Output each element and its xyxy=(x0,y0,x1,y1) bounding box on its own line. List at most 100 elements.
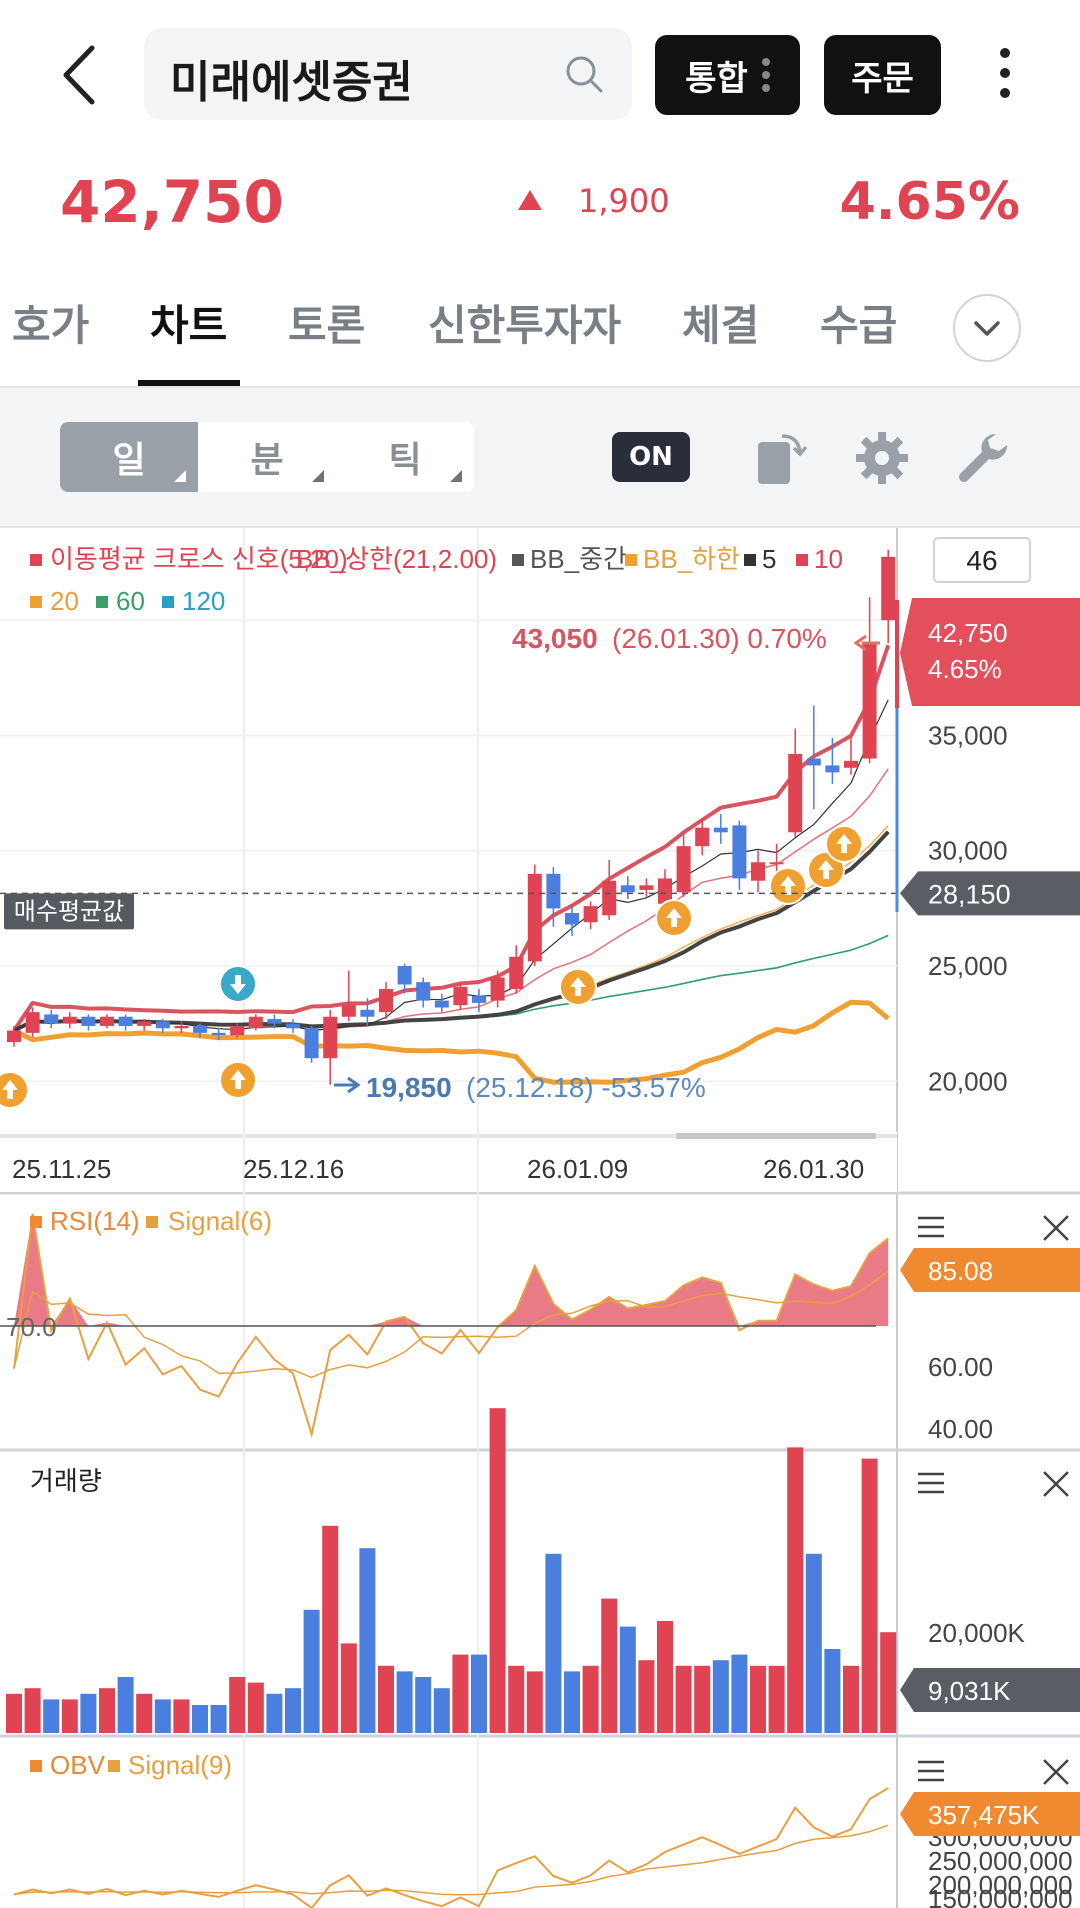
high-annotation: 43,050 (26.01.30) 0.70% xyxy=(512,623,880,654)
volume-bar xyxy=(285,1688,301,1733)
candle-body xyxy=(434,1000,449,1008)
candle-body xyxy=(825,765,840,773)
chart-area[interactable]: 이동평균 크로스 신호(5,20) BB_상한(21,2.00) BB_중간 B… xyxy=(0,528,1080,1908)
volume-bar xyxy=(154,1699,171,1733)
rotate-screen-icon[interactable] xyxy=(752,428,812,488)
volume-bar xyxy=(247,1682,264,1733)
volume-bar xyxy=(396,1671,413,1733)
volume-bar xyxy=(471,1654,487,1733)
back-arrow-icon[interactable] xyxy=(52,40,112,110)
hamburger-icon[interactable] xyxy=(918,1216,944,1238)
hamburger-icon[interactable] xyxy=(918,1760,944,1782)
tab-supply[interactable]: 수급 xyxy=(820,301,898,350)
obv-value: 357,475K xyxy=(928,1800,1040,1830)
ma120-line xyxy=(13,934,889,1032)
volume-bar xyxy=(787,1447,804,1733)
obv-panel-controls xyxy=(918,1759,1069,1785)
volume-bar xyxy=(694,1665,711,1733)
period-count: 46 xyxy=(966,545,997,576)
order-button[interactable]: 주문 xyxy=(824,35,941,115)
tab-trades[interactable]: 체결 xyxy=(682,301,760,350)
obv-line xyxy=(13,1787,889,1908)
candle-body xyxy=(100,1016,114,1026)
volume-bar xyxy=(192,1705,208,1733)
candle-body xyxy=(267,1019,282,1024)
chart-toolbar: 일 분 틱 ON xyxy=(0,388,1080,528)
candle-body xyxy=(304,1028,319,1059)
rsi-y-axis: 60.00 40.00 xyxy=(928,1352,993,1444)
period-minute[interactable]: 분 xyxy=(198,422,336,492)
period-minute-label: 분 xyxy=(250,440,284,481)
bb-upper-line xyxy=(12,644,891,1032)
gear-icon[interactable] xyxy=(852,428,912,488)
candle-body xyxy=(211,1032,226,1036)
tab-discussion[interactable]: 토론 xyxy=(288,301,366,350)
period-tick[interactable]: 틱 xyxy=(336,422,474,492)
volume-bar xyxy=(750,1665,766,1733)
rsi-line xyxy=(13,1213,889,1439)
candle-body xyxy=(360,1009,375,1017)
period-day[interactable]: 일 xyxy=(60,422,198,492)
more-menu-icon[interactable] xyxy=(990,48,1020,108)
obv-value-badge: 357,475K xyxy=(900,1792,1080,1836)
chevron-down-icon xyxy=(974,321,1000,336)
tab-expand-button[interactable] xyxy=(953,294,1021,362)
volume-bar xyxy=(712,1660,729,1733)
candle-body xyxy=(862,643,877,759)
volume-bar xyxy=(378,1665,394,1733)
candle-body xyxy=(174,1025,189,1029)
kebab-icon xyxy=(761,53,770,97)
obv-series xyxy=(13,1787,889,1908)
rsi-tick: 40.00 xyxy=(928,1414,993,1444)
candle-body xyxy=(397,966,412,985)
search-icon[interactable] xyxy=(562,52,606,96)
tab-chart[interactable]: 차트 xyxy=(150,301,228,350)
obv-signal-line xyxy=(13,1824,889,1896)
price-change: 1,900 xyxy=(578,182,670,220)
indicator-toggle[interactable]: ON xyxy=(612,432,690,482)
candle-body xyxy=(137,1021,152,1026)
legend-obv-signal: Signal(9) xyxy=(128,1750,232,1780)
period-count-box[interactable]: 46 xyxy=(933,537,1031,583)
volume-bar xyxy=(24,1688,41,1733)
badge-price: 42,750 xyxy=(928,618,1008,648)
tab-orderbook[interactable]: 호가 xyxy=(12,301,90,350)
candle-body xyxy=(81,1016,96,1026)
close-icon[interactable] xyxy=(1043,1759,1069,1785)
price-chart-canvas[interactable]: 이동평균 크로스 신호(5,20) BB_상한(21,2.00) BB_중간 B… xyxy=(0,528,1080,1908)
candle-body xyxy=(286,1023,300,1029)
price-tick: 25,000 xyxy=(928,951,1008,981)
candle-body xyxy=(155,1021,170,1029)
legend-ma10: 10 xyxy=(814,544,843,574)
tab-investor[interactable]: 신한투자자 xyxy=(428,301,622,350)
buy-signal-icon xyxy=(0,1071,29,1109)
legend-bb-mid: BB_중간 xyxy=(530,544,627,574)
signal-markers xyxy=(0,825,863,1109)
bb-mid-line xyxy=(13,830,890,1033)
rsi-overbought-area xyxy=(14,1213,889,1326)
volume-bar xyxy=(266,1693,283,1733)
rsi-series xyxy=(13,1213,889,1439)
candle-body xyxy=(341,1005,356,1017)
volume-bar xyxy=(61,1699,78,1733)
volume-bar xyxy=(43,1699,60,1733)
rsi-signal-line xyxy=(13,1270,889,1379)
buy-signal-icon xyxy=(559,968,597,1006)
wrench-icon[interactable] xyxy=(952,428,1012,488)
volume-bar xyxy=(564,1671,580,1733)
volume-bar xyxy=(136,1693,153,1733)
close-icon[interactable] xyxy=(1043,1471,1069,1497)
candle-body xyxy=(695,827,710,847)
ma20-line xyxy=(13,825,889,1032)
candle-body xyxy=(527,873,542,962)
candle-body xyxy=(732,825,747,879)
volume-tick: 20,000K xyxy=(928,1618,1026,1648)
combined-button[interactable]: 통합 xyxy=(655,35,800,115)
quote-summary: 42,750 1,900 4.65% xyxy=(0,150,1080,260)
candle-body xyxy=(620,885,635,893)
stock-search-field[interactable]: 미래에셋증권 xyxy=(144,28,632,120)
close-icon[interactable] xyxy=(1043,1215,1069,1241)
candle-body xyxy=(193,1025,207,1033)
ma10-line xyxy=(13,768,889,1032)
hamburger-icon[interactable] xyxy=(918,1472,944,1494)
